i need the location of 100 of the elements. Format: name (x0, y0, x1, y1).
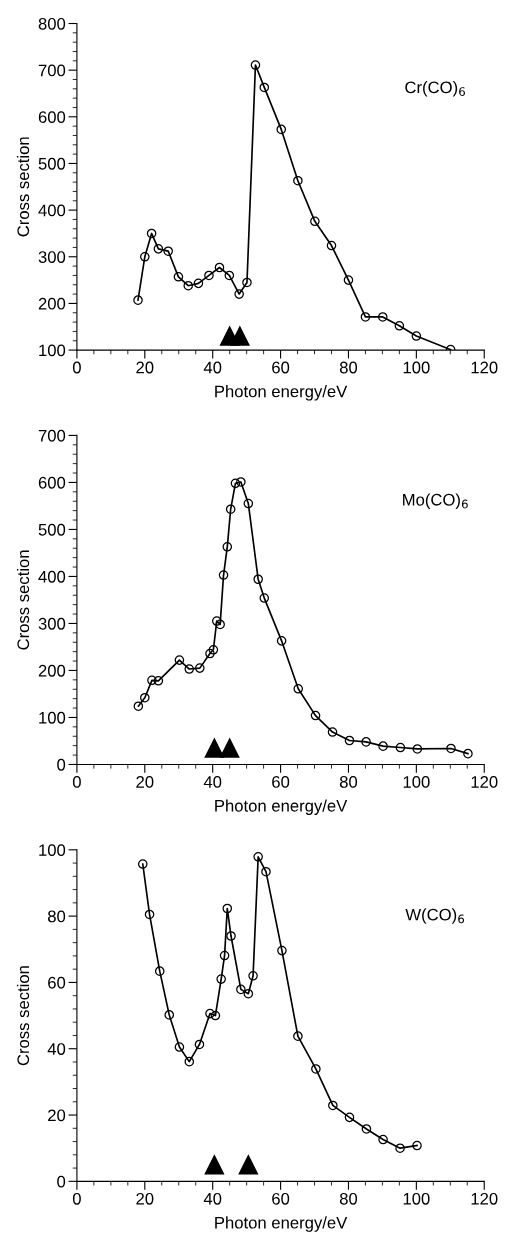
point (194, 663, 205, 673)
point (140, 251, 150, 262)
y-axis-title: Cross section (16, 550, 30, 650)
y-tick-label: 500 (38, 523, 66, 536)
y-tick-label: 200 (38, 664, 66, 677)
point (230, 326, 250, 346)
x-tick-label: 0 (72, 1192, 81, 1205)
point (215, 619, 225, 630)
y-axis-title: Cross section (16, 137, 30, 237)
point (243, 988, 254, 999)
y-tick-label: 700 (38, 64, 66, 77)
y-tick-label: 800 (38, 17, 66, 30)
point (293, 1031, 303, 1041)
point (224, 270, 235, 281)
point (226, 931, 236, 941)
point (154, 966, 165, 976)
point (243, 498, 254, 509)
point (361, 1124, 372, 1134)
x-tick-label: 0 (72, 776, 81, 788)
point (261, 866, 271, 877)
y-axis-title: Cross section (16, 966, 30, 1066)
point (326, 240, 337, 251)
y-tick-label: 200 (38, 297, 66, 310)
y-tick-label: 400 (38, 570, 66, 583)
y-tick-label: 400 (38, 204, 66, 217)
point (133, 295, 143, 305)
point (276, 124, 287, 135)
x-tick-label: 100 (403, 361, 430, 374)
annotation: Mo(CO)$_{6}$ (403, 493, 468, 509)
x-tick-label: 60 (272, 361, 290, 374)
x-tick-label: 40 (203, 361, 222, 374)
x-tick-label: 60 (272, 776, 290, 788)
point (222, 542, 233, 552)
annotation: W(CO)$_{6}$ (405, 908, 465, 924)
point (204, 738, 225, 758)
point (205, 1008, 215, 1019)
y-tick-label: 500 (38, 157, 66, 170)
point (230, 478, 241, 489)
point (153, 676, 164, 686)
point (293, 175, 303, 186)
x-tick-label: 120 (471, 1192, 498, 1205)
point (378, 1134, 388, 1145)
point (211, 616, 222, 626)
point (184, 664, 195, 674)
point (463, 748, 473, 759)
x-tick-label: 20 (136, 361, 154, 374)
point (250, 60, 261, 70)
point (411, 331, 422, 341)
point (204, 270, 214, 281)
point (253, 851, 263, 862)
y-tick-label: 20 (48, 1109, 66, 1122)
point (218, 570, 229, 580)
point (395, 742, 406, 753)
y-tick-label: 0 (57, 1175, 66, 1188)
y-tick-label: 300 (38, 617, 66, 630)
y-tick-label: 600 (38, 111, 66, 124)
point (204, 1155, 225, 1175)
point (146, 228, 157, 239)
y-tick-label: 300 (38, 251, 66, 263)
y-tick-label: 100 (39, 344, 66, 357)
point (133, 701, 144, 711)
point (361, 737, 371, 747)
point (193, 278, 204, 289)
point (236, 477, 246, 487)
x-tick-label: 0 (72, 361, 81, 374)
x-axis-title: Photon energy/eV (215, 799, 348, 815)
x-tick-label: 20 (136, 776, 154, 788)
point (311, 1064, 321, 1074)
point (293, 683, 304, 694)
annotation: Cr(CO)$_{6}$ (405, 80, 465, 97)
point (277, 945, 287, 956)
x-tick-label: 80 (339, 776, 358, 788)
point (327, 727, 338, 737)
y-tick-label: 0 (57, 758, 66, 771)
point (174, 655, 185, 665)
x-tick-label: 100 (403, 1192, 430, 1205)
y-tick-label: 60 (48, 976, 66, 989)
y-tick-label: 40 (47, 1043, 66, 1055)
point (310, 710, 321, 721)
point (205, 648, 215, 659)
point (234, 289, 244, 299)
point (216, 974, 226, 984)
point (248, 971, 258, 981)
point (446, 743, 456, 754)
y-tick-label: 80 (47, 910, 66, 923)
point (184, 1056, 195, 1067)
x-tick-label: 120 (471, 776, 498, 788)
point (242, 277, 252, 288)
y-tick-label: 100 (39, 711, 66, 724)
point (219, 738, 240, 758)
x-tick-label: 40 (203, 776, 222, 788)
point (259, 82, 270, 93)
point (222, 903, 233, 914)
point (219, 950, 230, 961)
x-tick-label: 100 (403, 776, 430, 788)
point (394, 321, 405, 331)
point (144, 909, 155, 920)
point (137, 859, 148, 869)
point (194, 1039, 205, 1050)
point (328, 1100, 338, 1111)
